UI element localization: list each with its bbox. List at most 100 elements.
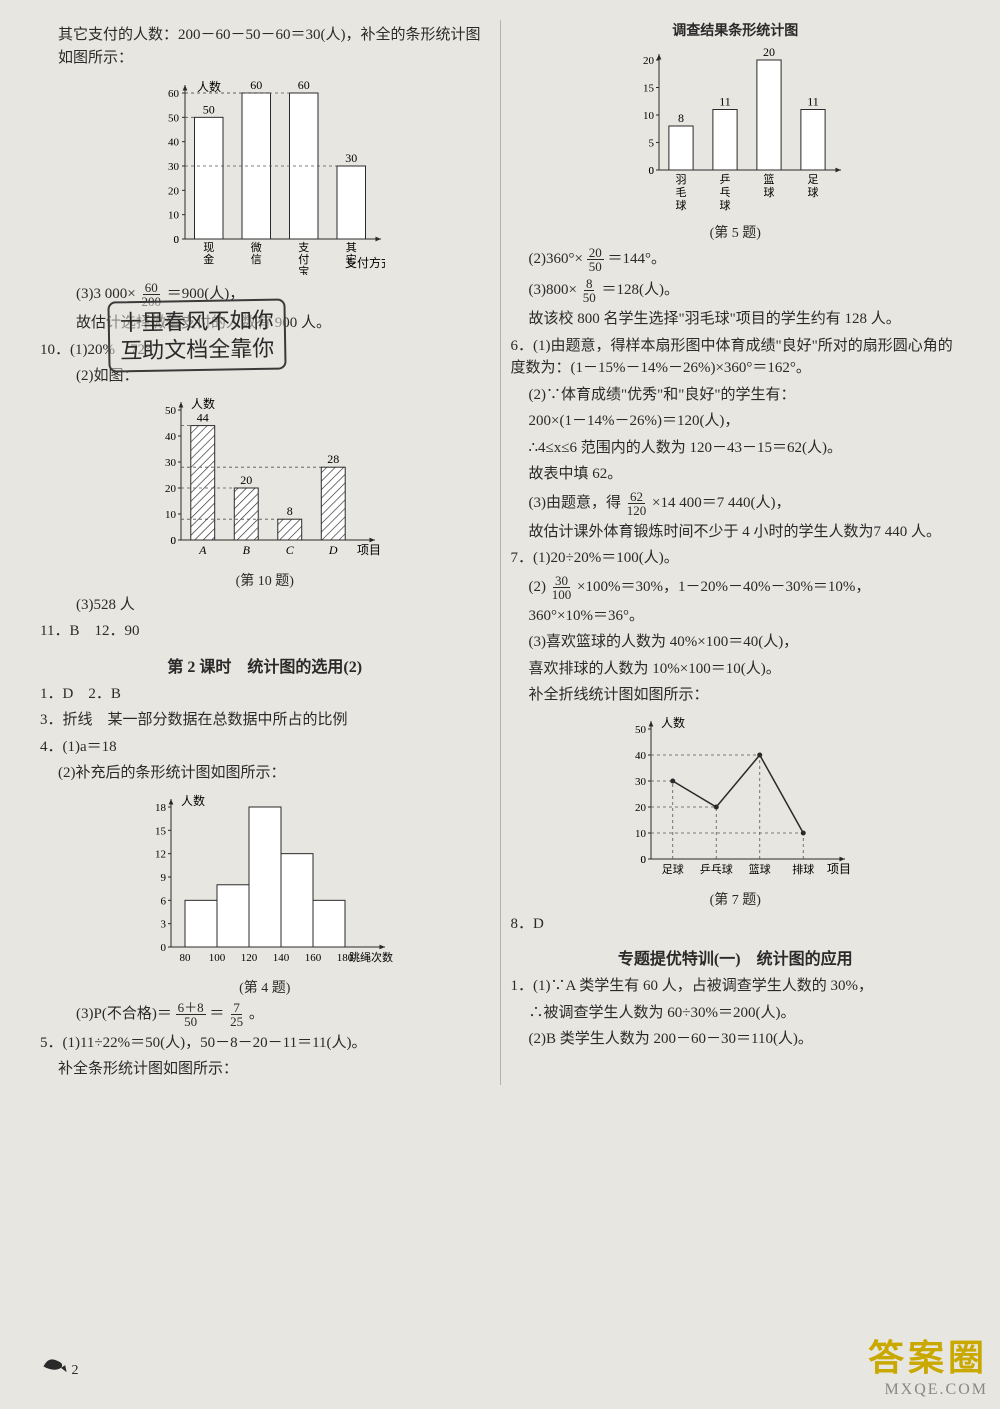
svg-text:20: 20 [240,473,252,487]
svg-text:20: 20 [635,802,647,814]
svg-text:30: 30 [168,161,180,173]
section-title-3: 专题提优特训(一) 统计图的应用 [511,945,961,969]
svg-text:40: 40 [165,431,177,443]
stamp-line1: 十里春风不如你 [120,307,274,337]
text: 11．B 12．90 [40,620,490,643]
chart3-caption: (第 4 题) [40,977,490,997]
chart1-wrap: 人数支付方式010203040506050现金60微信60支付宝30其它0 [40,75,490,275]
svg-text:0: 0 [160,942,166,954]
text: 3．折线 某一部分数据在总数据中所占的比例 [40,709,490,732]
svg-text:付: 付 [298,253,309,266]
text: (3)P(不合格)＝ 6＋850 ＝ 725 。 [40,1001,490,1028]
svg-text:球: 球 [720,198,731,212]
svg-text:10: 10 [168,210,180,222]
svg-text:180: 180 [337,952,354,964]
svg-text:人数: 人数 [661,715,685,730]
svg-text:乒乓球: 乒乓球 [700,862,733,876]
watermark-stamp: 十里春风不如你 互助文档全靠你 [107,298,286,372]
text: (2) 30100 ×100%＝30%，1－20%－40%－30%＝10%， [511,574,961,601]
chart-abcd-bar: 人数项目0102030405044A20B8C28D0 [145,394,385,564]
section-title-2: 第 2 课时 统计图的选用(2) [40,653,490,677]
svg-text:0: 0 [641,854,647,866]
svg-text:支: 支 [298,241,309,254]
svg-text:其: 其 [346,241,357,254]
svg-text:160: 160 [305,952,322,964]
svg-text:44: 44 [197,410,209,424]
text: 故估计课外体育锻炼时间不少于 4 小时的学生人数为7 440 人。 [511,521,961,544]
svg-text:3: 3 [160,918,166,930]
svg-text:人数: 人数 [191,396,215,411]
text: ∴被调查学生人数为 60÷30%＝200(人)。 [511,1002,961,1025]
text: (2)B 类学生人数为 200－60－30＝110(人)。 [511,1028,961,1051]
svg-text:微: 微 [251,240,262,254]
svg-text:50: 50 [203,102,215,116]
text: (3)800× 850 ＝128(人)。 [511,277,961,304]
text: 故表中填 62。 [511,463,961,486]
svg-text:20: 20 [165,483,177,495]
text: 8．D [511,913,961,936]
text: (3)528 人 [40,594,490,617]
text: 喜欢排球的人数为 10%×100＝10(人)。 [511,658,961,681]
svg-text:0: 0 [173,234,179,246]
svg-text:篮球: 篮球 [749,862,771,876]
svg-text:10: 10 [165,509,177,521]
text: 5．(1)11÷22%＝50(人)，50－8－20－11＝11(人)。 [40,1032,490,1055]
svg-text:11: 11 [807,95,819,109]
text: ∴4≤x≤6 范围内的人数为 120－43－15＝62(人)。 [511,437,961,460]
chart-line: 人数项目01020304050足球乒乓球篮球排球0 [615,713,855,883]
svg-text:乓: 乓 [720,186,731,199]
dolphin-icon [40,1352,68,1374]
chart-payment-bar: 人数支付方式010203040506050现金60微信60支付宝30其它0 [145,75,385,275]
svg-text:人数: 人数 [181,793,205,808]
text: 4．(1)a＝18 [40,736,490,759]
svg-text:A: A [198,543,207,557]
svg-text:8: 8 [287,504,293,518]
text: (2)补充后的条形统计图如图所示： [40,762,490,785]
svg-text:足: 足 [808,174,819,186]
svg-text:60: 60 [250,78,262,92]
svg-text:乒: 乒 [720,173,731,186]
text: 200×(1－14%－26%)＝120(人)， [511,410,961,433]
svg-text:50: 50 [168,112,180,124]
svg-text:B: B [242,543,250,557]
svg-text:15: 15 [155,825,167,837]
svg-text:60: 60 [168,88,180,100]
svg-text:球: 球 [764,185,775,199]
watermark-big: 答案圈 [868,1329,988,1381]
page-footer: 2 [40,1352,79,1379]
svg-text:羽: 羽 [676,174,687,186]
chart2-caption: (第 10 题) [40,570,490,590]
svg-text:项目: 项目 [357,543,381,557]
text: 7．(1)20÷20%＝100(人)。 [511,547,961,570]
svg-text:20: 20 [643,55,655,67]
svg-text:D: D [328,543,338,557]
watermark-bottom-right: 答案圈 MXQE.COM [868,1329,988,1399]
svg-text:10: 10 [643,110,655,122]
chart-sports-bar: 051015208羽毛球11乒乓球20篮球11足球0 [625,46,845,216]
svg-text:30: 30 [165,457,177,469]
svg-text:60: 60 [298,78,310,92]
svg-text:20: 20 [763,46,775,59]
svg-text:金: 金 [203,252,214,266]
svg-text:宝: 宝 [298,264,309,275]
text: 补全折线统计图如图所示： [511,684,961,707]
chart-histogram: 人数跳绳次数036912151880100120140160180 [135,791,395,971]
svg-text:篮: 篮 [764,172,775,186]
chart5-caption: (第 7 题) [511,889,961,909]
text: (3)由题意，得 62120 ×14 400＝7 440(人)， [511,490,961,517]
chart4-caption: (第 5 题) [511,222,961,242]
svg-text:人数: 人数 [197,79,221,94]
svg-text:120: 120 [241,952,258,964]
svg-text:8: 8 [678,111,684,125]
svg-text:30: 30 [345,151,357,165]
text: 6．(1)由题意，得样本扇形图中体育成绩"良好"所对的扇形圆心角的度数为：(1－… [511,335,961,380]
svg-text:11: 11 [719,95,731,109]
text: 1．(1)∵A 类学生有 60 人，占被调查学生人数的 30%， [511,975,961,998]
text: (2)∵体育成绩"优秀"和"良好"的学生有： [511,384,961,407]
svg-text:5: 5 [649,138,655,150]
svg-text:9: 9 [160,872,166,884]
watermark-small: MXQE.COM [868,1381,988,1399]
svg-text:C: C [285,543,294,557]
svg-text:20: 20 [168,185,180,197]
svg-text:跳绳次数: 跳绳次数 [349,950,393,964]
